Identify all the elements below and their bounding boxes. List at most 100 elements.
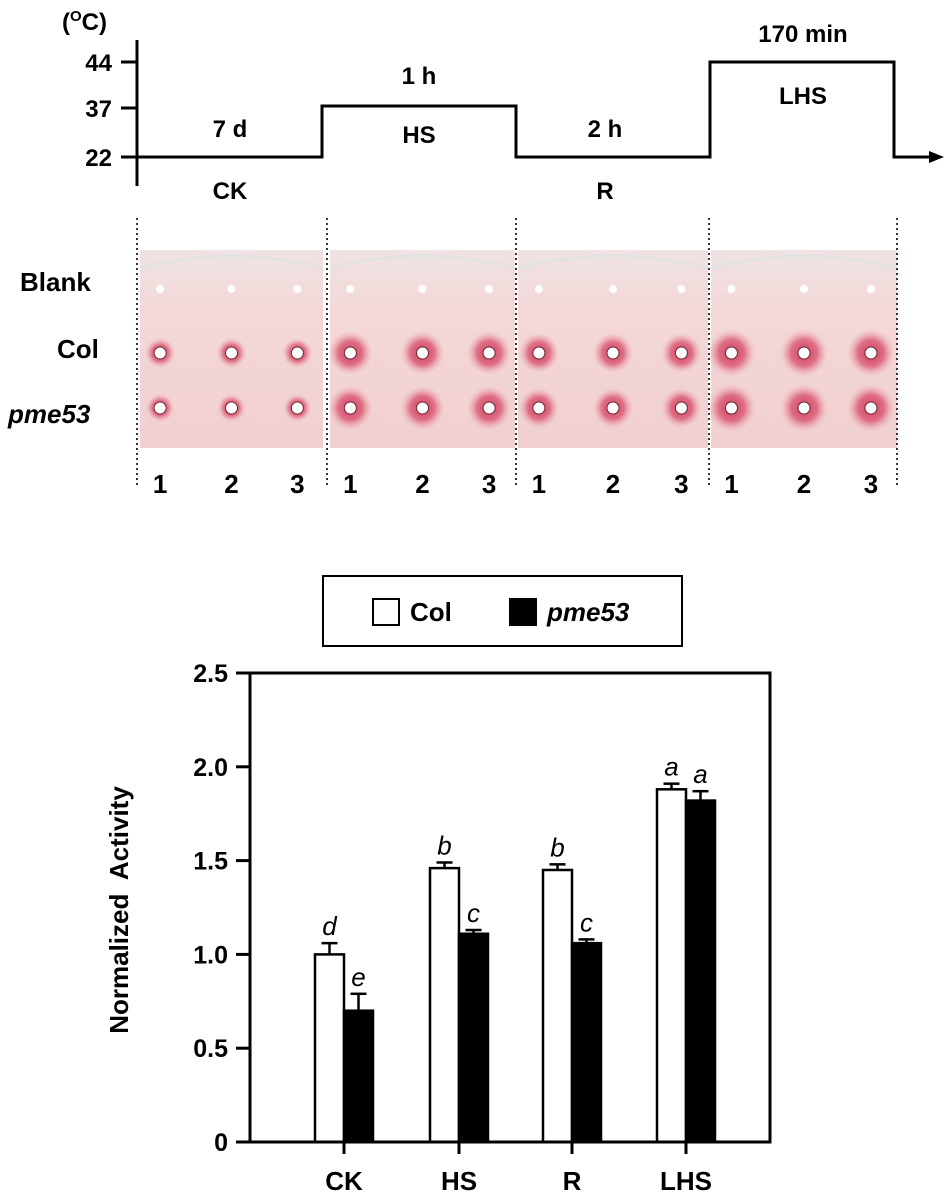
bar-group-hs-pme53: c bbox=[457, 898, 490, 1144]
well-hole bbox=[153, 401, 167, 415]
stage-hs-label: HS bbox=[402, 122, 435, 149]
well-hole bbox=[290, 401, 304, 415]
row-label-col: Col bbox=[57, 334, 99, 364]
well-pme53-3 bbox=[467, 386, 512, 430]
well-hole bbox=[866, 285, 875, 293]
x-tick-label-r: R bbox=[563, 1166, 582, 1196]
well-hole bbox=[346, 285, 355, 293]
replicate-label-ck-1: 1 bbox=[153, 469, 167, 499]
bar-group-lhs-pme53: a bbox=[684, 759, 717, 1144]
significance-letter: a bbox=[693, 759, 707, 789]
replicate-label-hs-2: 2 bbox=[415, 469, 429, 499]
well-col-3 bbox=[467, 331, 512, 375]
bar-lhs-col bbox=[655, 788, 688, 1144]
well-blank-3 bbox=[485, 285, 494, 293]
replicate-label-lhs-3: 3 bbox=[864, 469, 878, 499]
well-blank-2 bbox=[609, 285, 617, 293]
bar-r-pme53 bbox=[570, 941, 603, 1144]
plate-panel-hs bbox=[328, 250, 516, 448]
plate-assay-panel: Blank Col pme53 1 2 3 1 2 3 1 2 3 1 2 3 bbox=[7, 218, 898, 499]
replicate-label-ck-2: 2 bbox=[224, 469, 238, 499]
temperature-unit-label: (OC) bbox=[62, 8, 107, 36]
bar-ck-col bbox=[313, 953, 346, 1144]
well-pme53-2 bbox=[780, 384, 828, 432]
bar-ck-pme53 bbox=[342, 1009, 375, 1144]
well-hole bbox=[606, 346, 620, 360]
well-pme53-3 bbox=[661, 388, 702, 428]
replicate-label-r-2: 2 bbox=[606, 469, 620, 499]
well-blank-2 bbox=[418, 285, 427, 293]
legend-label-col: Col bbox=[410, 597, 452, 627]
petri-dish-rim bbox=[139, 254, 324, 270]
well-hole bbox=[153, 346, 167, 360]
well-hole bbox=[797, 346, 811, 360]
temp-tick-label-22: 22 bbox=[85, 145, 112, 172]
chart-legend: Col pme53 bbox=[322, 575, 683, 647]
well-col-1 bbox=[518, 333, 559, 373]
well-pme53-3 bbox=[283, 394, 312, 422]
well-col-3 bbox=[661, 333, 702, 373]
well-blank-1 bbox=[156, 285, 165, 293]
bar-group-r-col: b bbox=[541, 832, 574, 1144]
legend-swatch-col bbox=[372, 598, 400, 626]
well-pme53-2 bbox=[217, 394, 246, 422]
bar-hs-pme53 bbox=[457, 932, 490, 1144]
well-hole bbox=[534, 285, 543, 293]
well-hole bbox=[485, 285, 494, 293]
well-col-1 bbox=[145, 338, 176, 368]
well-hole bbox=[416, 346, 429, 360]
stage-lhs-label: LHS bbox=[779, 83, 827, 110]
replicate-label-ck-3: 3 bbox=[290, 469, 304, 499]
well-col-3 bbox=[846, 329, 895, 377]
y-axis-label: Normalized Activity bbox=[104, 786, 134, 1034]
well-pme53-1 bbox=[707, 384, 756, 432]
well-hole bbox=[800, 285, 808, 293]
row-label-pme53: pme53 bbox=[7, 399, 91, 429]
well-hole bbox=[227, 285, 236, 293]
well-blank-2 bbox=[227, 285, 236, 293]
y-tick-label: 1.0 bbox=[193, 941, 228, 969]
well-col-2 bbox=[593, 333, 633, 373]
well-col-2 bbox=[216, 338, 247, 368]
y-tick-label: 2.0 bbox=[193, 754, 228, 782]
well-pme53-3 bbox=[846, 384, 895, 432]
temperature-profile-line bbox=[137, 60, 930, 159]
bar-group-lhs-col: a bbox=[655, 752, 688, 1144]
bar-r-col bbox=[541, 868, 574, 1144]
temp-tick-label-37: 37 bbox=[85, 96, 112, 123]
well-blank-1 bbox=[534, 285, 543, 293]
stage-ck-label: CK bbox=[213, 178, 248, 205]
bar-chart: Normalized Activity 0 0.5 1.0 1.5 2.0 2.5 de b… bbox=[104, 660, 772, 1196]
x-tick-label-ck: CK bbox=[325, 1166, 363, 1196]
significance-letter: b bbox=[437, 830, 451, 860]
well-blank-1 bbox=[727, 285, 736, 293]
significance-letter: d bbox=[322, 911, 338, 941]
stage-lhs-duration: 170 min bbox=[758, 21, 847, 48]
well-blank-2 bbox=[800, 285, 808, 293]
bar-lhs-pme53 bbox=[684, 799, 717, 1144]
significance-letter: a bbox=[664, 752, 678, 782]
well-hole bbox=[609, 285, 617, 293]
well-blank-3 bbox=[293, 285, 302, 293]
y-tick-label: 1.5 bbox=[193, 848, 228, 876]
well-hole bbox=[724, 346, 738, 360]
replicate-label-hs-3: 3 bbox=[482, 469, 496, 499]
bar-group-hs-col: b bbox=[428, 830, 461, 1144]
x-tick-label-lhs: LHS bbox=[660, 1166, 712, 1196]
well-col-2 bbox=[780, 329, 828, 377]
well-hole bbox=[727, 285, 736, 293]
y-tick-label: 0 bbox=[214, 1129, 228, 1157]
well-col-2 bbox=[400, 331, 445, 375]
stage-r-duration: 2 h bbox=[588, 116, 623, 143]
well-col-3 bbox=[282, 338, 313, 368]
well-hole bbox=[864, 346, 878, 360]
replicate-label-hs-1: 1 bbox=[343, 469, 357, 499]
temperature-protocol: (OC) 44 37 22 7 d CK 1 h HS 2 h R 170 mi… bbox=[62, 8, 944, 205]
legend-swatch-pme53 bbox=[509, 598, 537, 626]
significance-letter: c bbox=[580, 907, 593, 937]
x-tick-label-hs: HS bbox=[441, 1166, 477, 1196]
well-hole bbox=[343, 401, 357, 415]
well-hole bbox=[532, 346, 546, 360]
well-hole bbox=[482, 346, 496, 360]
well-hole bbox=[418, 285, 427, 293]
